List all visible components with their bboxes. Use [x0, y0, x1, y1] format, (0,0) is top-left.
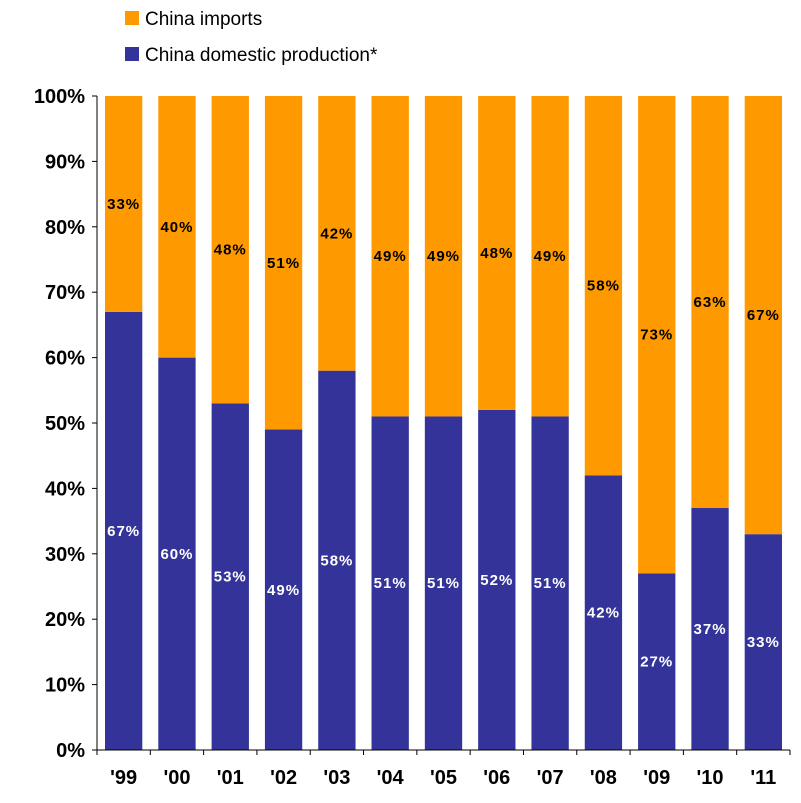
legend-label-2: China domestic production*	[145, 45, 378, 66]
data-label-domestic-2: 60%	[160, 546, 193, 563]
bar-imports-7	[424, 96, 463, 417]
data-label-imports-5: 42%	[320, 225, 353, 242]
data-label-domestic-5: 58%	[320, 552, 353, 569]
bar-domestic-8	[478, 409, 516, 750]
bar-imports-1	[104, 96, 143, 312]
data-label-imports-13: 67%	[747, 307, 780, 324]
y-tick-label-10: 90%	[45, 151, 85, 173]
x-tick-label-6: '04	[377, 767, 405, 789]
data-label-domestic-7: 51%	[427, 575, 460, 592]
data-label-domestic-12: 37%	[694, 621, 727, 638]
data-label-domestic-6: 51%	[374, 575, 407, 592]
x-tick-label-9: '07	[537, 767, 564, 789]
y-tick-label-6: 50%	[45, 413, 85, 435]
data-label-domestic-3: 53%	[214, 569, 247, 586]
bar-imports-4	[264, 96, 303, 430]
bar-domestic-2	[158, 357, 196, 750]
bar-domestic-4	[264, 429, 303, 750]
y-tick-label-7: 60%	[45, 348, 85, 370]
data-label-imports-8: 48%	[480, 245, 513, 262]
x-tick-label-1: '99	[110, 767, 137, 789]
bar-imports-3	[211, 96, 249, 404]
data-label-imports-1: 33%	[107, 196, 140, 213]
data-label-imports-3: 48%	[214, 242, 247, 259]
y-tick-label-11: 100%	[34, 86, 85, 108]
data-label-domestic-1: 67%	[107, 523, 140, 540]
x-tick-label-4: '02	[270, 767, 297, 789]
x-tick-label-7: '05	[430, 767, 457, 789]
data-label-domestic-4: 49%	[267, 582, 300, 599]
bar-imports-9	[531, 96, 569, 417]
data-label-imports-6: 49%	[374, 248, 407, 265]
bar-imports-13	[744, 96, 783, 535]
bar-imports-8	[478, 96, 516, 410]
bar-domestic-9	[531, 416, 569, 750]
data-label-imports-12: 63%	[694, 294, 727, 311]
bar-imports-5	[318, 96, 356, 371]
bar-imports-11	[638, 96, 676, 574]
axes-group: 0% 10% 20% 30% 40% 50% 60% 70% 80% 90% 100% '99 '00 '…	[34, 86, 791, 789]
y-tick-label-5: 40%	[45, 478, 85, 500]
data-label-imports-10: 58%	[587, 278, 620, 295]
legend: China imports China domestic production*	[125, 9, 378, 66]
data-label-imports-11: 73%	[640, 327, 673, 344]
x-tick-label-8: '06	[483, 767, 510, 789]
data-label-domestic-8: 52%	[480, 572, 513, 589]
bar-domestic-3	[211, 403, 249, 750]
bar-domestic-12	[691, 508, 729, 750]
x-tick-label-13: '11	[750, 767, 776, 789]
data-labels-group: 67% 33% 60% 40% 53% 48% 49% 51% 58% 42% 51% 49% 51% 4…	[107, 196, 780, 671]
bar-domestic-5	[318, 370, 356, 750]
bar-domestic-13	[744, 534, 783, 750]
data-label-domestic-9: 51%	[534, 575, 567, 592]
x-tick-label-3: '01	[217, 767, 244, 789]
x-tick-label-5: '03	[323, 767, 350, 789]
x-tick-label-12: '10	[697, 767, 724, 789]
bars-group	[104, 96, 783, 750]
y-tick-label-2: 10%	[45, 675, 85, 697]
y-tick-label-1: 0%	[56, 740, 85, 762]
bar-domestic-11	[638, 573, 676, 750]
data-label-imports-2: 40%	[160, 219, 193, 236]
bar-imports-2	[158, 96, 196, 358]
legend-swatch-2	[125, 47, 139, 61]
legend-label-1: China imports	[145, 9, 262, 30]
y-tick-label-4: 30%	[45, 544, 85, 566]
x-tick-label-10: '08	[590, 767, 617, 789]
y-tick-label-9: 80%	[45, 217, 85, 239]
bar-domestic-10	[584, 475, 623, 750]
bar-imports-10	[584, 96, 623, 476]
data-label-domestic-10: 42%	[587, 605, 620, 622]
data-label-domestic-11: 27%	[640, 654, 673, 671]
bar-imports-6	[371, 96, 409, 417]
y-tick-label-8: 70%	[45, 282, 85, 304]
bar-domestic-6	[371, 416, 409, 750]
legend-swatch-1	[125, 11, 139, 25]
x-tick-label-2: '00	[163, 767, 190, 789]
data-label-imports-9: 49%	[534, 248, 567, 265]
y-tick-label-3: 20%	[45, 609, 85, 631]
bar-imports-12	[691, 96, 729, 509]
bar-domestic-1	[104, 311, 143, 750]
bar-domestic-7	[424, 416, 463, 750]
data-label-imports-4: 51%	[267, 255, 300, 272]
data-label-domestic-13: 33%	[747, 634, 780, 651]
x-tick-label-11: '09	[643, 767, 670, 789]
data-label-imports-7: 49%	[427, 248, 460, 265]
